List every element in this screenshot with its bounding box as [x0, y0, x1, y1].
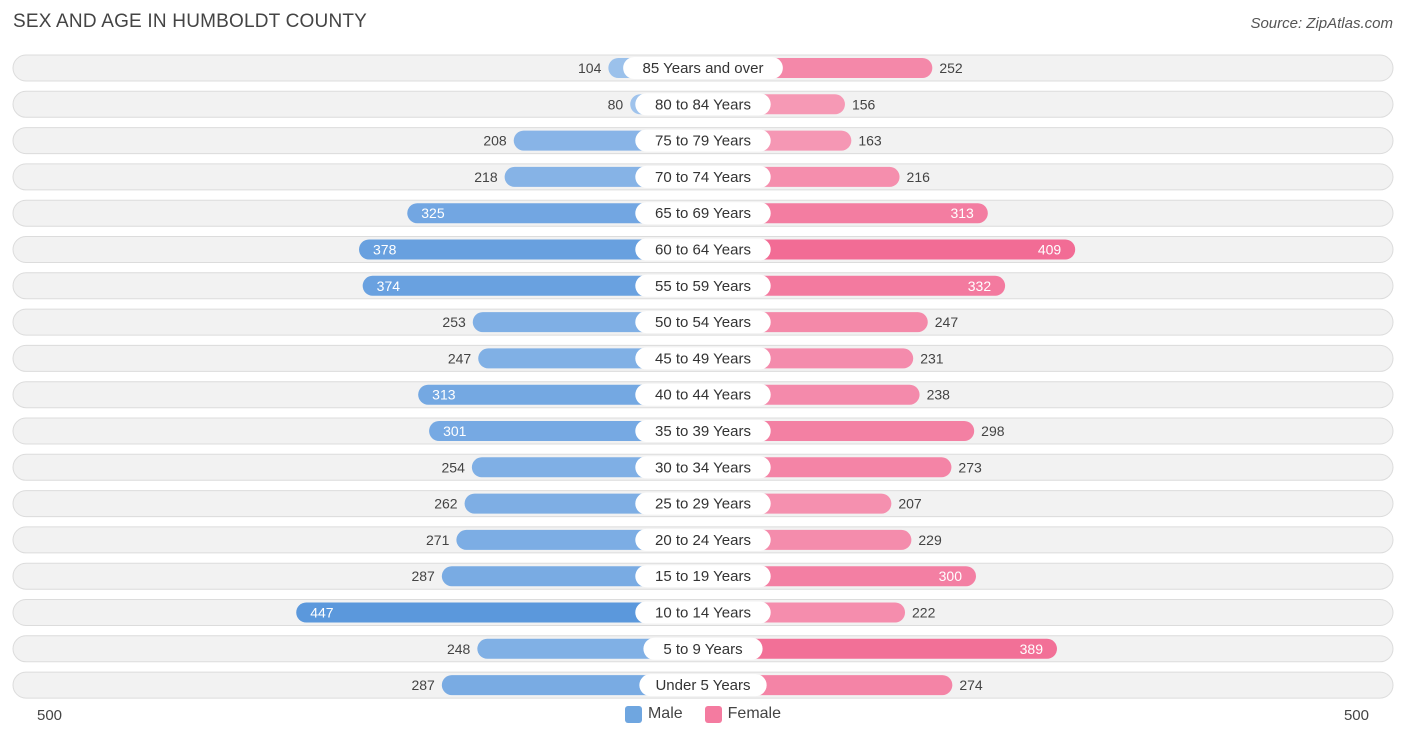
- legend-item-male: Male: [624, 705, 683, 723]
- value-label-male: 104: [578, 60, 602, 76]
- value-label-female: 332: [968, 278, 992, 294]
- category-label-bg: [635, 202, 771, 225]
- category-label-bg: [635, 456, 771, 479]
- butterfly-chart: 104 252 85 Years and over 80 156 80 to 84 Yea…: [12, 54, 1394, 699]
- value-label-male: 254: [442, 459, 466, 475]
- axis-label-right: 500: [1343, 707, 1369, 724]
- category-label: 30 to 34 Years: [655, 459, 751, 476]
- value-label-male: 218: [474, 169, 498, 185]
- category-label: 5 to 9 Years: [663, 641, 742, 658]
- bar-male: [296, 602, 703, 623]
- value-label-male: 262: [434, 496, 458, 512]
- value-label-male: 253: [442, 314, 466, 330]
- bar-female: [703, 203, 988, 224]
- category-label-bg: [635, 528, 771, 551]
- category-label-bg: [643, 637, 763, 660]
- value-label-male: 447: [310, 605, 334, 621]
- value-label-male: 80: [608, 96, 624, 112]
- category-label: 85 Years and over: [643, 60, 764, 77]
- bar-female: [703, 566, 976, 587]
- value-label-male: 325: [421, 205, 445, 221]
- value-label-female: 389: [1020, 641, 1044, 657]
- bar-female: [703, 239, 1076, 260]
- value-label-female: 252: [939, 60, 963, 76]
- axis-label-left: 500: [37, 707, 63, 724]
- value-label-female: 156: [852, 96, 876, 112]
- category-label: 10 to 14 Years: [655, 605, 751, 622]
- value-label-female: 313: [950, 205, 974, 221]
- category-label: 75 to 79 Years: [655, 133, 751, 150]
- legend-swatch-male: [624, 705, 642, 723]
- value-label-male: 378: [373, 242, 397, 258]
- category-label-bg: [635, 383, 771, 406]
- value-label-male: 287: [411, 677, 435, 693]
- value-label-female: 229: [918, 532, 942, 548]
- category-label-bg: [635, 492, 771, 515]
- value-label-male: 247: [448, 350, 472, 366]
- value-label-male: 313: [432, 387, 456, 403]
- category-label: 20 to 24 Years: [655, 532, 751, 549]
- value-label-female: 409: [1038, 242, 1062, 258]
- category-label-bg: [635, 93, 771, 116]
- bar-male: [441, 675, 703, 696]
- bar-male: [407, 203, 703, 224]
- value-label-male: 208: [483, 133, 507, 149]
- bar-female: [703, 638, 1057, 659]
- value-label-female: 216: [907, 169, 931, 185]
- category-label: 45 to 49 Years: [655, 350, 751, 367]
- category-label-bg: [635, 129, 771, 152]
- category-label-bg: [635, 601, 771, 624]
- category-label-bg: [635, 347, 771, 370]
- bar-male: [418, 384, 703, 405]
- value-label-male: 374: [377, 278, 401, 294]
- category-label: 70 to 74 Years: [655, 169, 751, 186]
- category-label-bg: [635, 165, 771, 188]
- category-label: 80 to 84 Years: [655, 96, 751, 113]
- value-label-female: 300: [939, 568, 963, 584]
- category-label-bg: [635, 238, 771, 261]
- bar-male: [359, 239, 703, 260]
- legend-label-male: Male: [647, 705, 683, 722]
- category-label: Under 5 Years: [655, 677, 750, 694]
- value-label-female: 231: [920, 350, 944, 366]
- value-label-female: 247: [935, 314, 959, 330]
- value-label-female: 222: [912, 605, 936, 621]
- value-label-male: 287: [411, 568, 435, 584]
- category-label: 50 to 54 Years: [655, 314, 751, 331]
- chart-title: SEX AND AGE IN HUMBOLDT COUNTY: [13, 11, 368, 32]
- value-label-female: 273: [958, 459, 982, 475]
- category-label: 40 to 44 Years: [655, 387, 751, 404]
- category-label-bg: [623, 57, 783, 79]
- value-label-female: 298: [981, 423, 1005, 439]
- category-label: 65 to 69 Years: [655, 205, 751, 222]
- category-label: 60 to 64 Years: [655, 242, 751, 259]
- value-label-female: 274: [959, 677, 983, 693]
- legend-swatch-female: [704, 705, 722, 723]
- category-label: 25 to 29 Years: [655, 496, 751, 513]
- legend-label-female: Female: [727, 705, 782, 722]
- value-label-female: 163: [858, 133, 882, 149]
- category-label-bg: [639, 674, 767, 697]
- value-label-male: 271: [426, 532, 450, 548]
- category-label-bg: [635, 565, 771, 588]
- value-label-male: 248: [447, 641, 471, 657]
- bar-female: [703, 275, 1006, 296]
- value-label-female: 238: [927, 387, 951, 403]
- category-label: 35 to 39 Years: [655, 423, 751, 440]
- value-label-male: 301: [443, 423, 467, 439]
- legend: Male Female: [0, 705, 1406, 723]
- category-label-bg: [635, 311, 771, 334]
- source-label: Source: ZipAtlas.com: [1250, 15, 1393, 32]
- category-label-bg: [635, 274, 771, 297]
- bar-male: [429, 421, 703, 441]
- bar-female: [703, 421, 975, 441]
- category-label-bg: [635, 420, 771, 442]
- legend-item-female: Female: [704, 705, 782, 723]
- category-label: 55 to 59 Years: [655, 278, 751, 295]
- value-label-female: 207: [898, 496, 922, 512]
- bar-male: [362, 275, 703, 296]
- category-label: 15 to 19 Years: [655, 568, 751, 585]
